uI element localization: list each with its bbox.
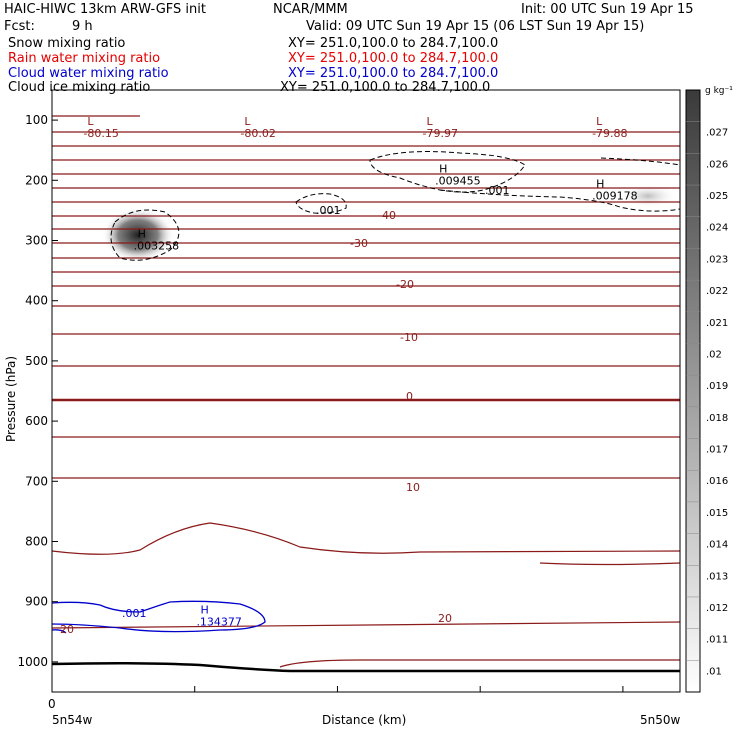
- temperature-labels: -40 -30 -20 -10 0 10 20 20: [60, 209, 452, 636]
- field-cloudwater-xy: XY= 251.0,100.0 to 284.7,100.0: [288, 66, 499, 81]
- colorbar-label: .016: [706, 476, 728, 487]
- colorbar-label: .011: [706, 635, 728, 646]
- x-axis: [194, 686, 624, 692]
- y-tick-label: 300: [25, 234, 48, 248]
- extremum-value: -79.88: [592, 127, 627, 140]
- valid-time: Valid: 09 UTC Sun 19 Apr 15 (06 LST Sun …: [306, 19, 645, 34]
- temp-label: -20: [396, 278, 414, 291]
- field-cloudwater-name: Cloud water mixing ratio: [8, 66, 169, 81]
- x-zero-label: 0: [48, 697, 56, 711]
- extremum-type: L: [596, 115, 603, 128]
- extremum-value: -80.15: [83, 127, 118, 140]
- colorbar-label: .015: [706, 508, 728, 519]
- temp-label: 10: [406, 481, 420, 494]
- extremum-type: H: [138, 227, 146, 240]
- colorbar-label: .013: [706, 571, 728, 582]
- fcst-label: Fcst:: [4, 19, 35, 34]
- extremum-value: .134377: [196, 616, 242, 629]
- colorbar-ticks: .01 .011 .012 .013 .014 .015 .016 .017 .018 .019.…: [686, 121, 728, 677]
- y-axis: 100 200 300 400 500 600 700 800 900 1000: [17, 113, 58, 669]
- y-tick-label: 1000: [17, 655, 48, 669]
- y-tick-label: 900: [25, 595, 48, 609]
- isotherms: [51, 115, 681, 668]
- cloud-label: .001: [122, 607, 147, 620]
- x-start-label: 5n54w: [52, 713, 93, 727]
- model-title: HAIC-HIWC 13km ARW-GFS init: [4, 2, 206, 17]
- temp-label: -10: [400, 331, 418, 344]
- colorbar-label: .026: [706, 159, 728, 170]
- colorbar-label: .025: [706, 191, 728, 202]
- extremum-type: H: [439, 162, 447, 175]
- extremum-type: L: [244, 115, 251, 128]
- temp-label: 20: [438, 612, 452, 625]
- ice-max-blob: [102, 208, 174, 262]
- colorbar-label: .017: [706, 445, 728, 456]
- extremum-value: .009178: [592, 190, 638, 203]
- colorbar-label: .02: [706, 349, 722, 360]
- extremum-value: -80.02: [240, 127, 275, 140]
- extremum-value: .003258: [134, 239, 180, 252]
- field-rain-name: Rain water mixing ratio: [8, 51, 161, 66]
- y-tick-label: 400: [25, 294, 48, 308]
- colorbar-label: .012: [706, 603, 728, 614]
- field-snow-name: Snow mixing ratio: [8, 36, 126, 51]
- colorbar-label: .023: [706, 254, 728, 265]
- colorbar-label: .022: [706, 286, 728, 297]
- y-tick-label: 800: [25, 535, 48, 549]
- y-tick-label: 700: [25, 474, 48, 488]
- fcst-value: 9 h: [72, 19, 93, 34]
- temp-label: 20: [60, 623, 74, 636]
- field-snow-xy: XY= 251.0,100.0 to 284.7,100.0: [288, 36, 499, 51]
- plot-frame: [51, 89, 681, 693]
- extremum-type: L: [427, 115, 434, 128]
- extrema-markers: L-80.15L-80.02L-79.97L-79.88H.009455 H.00…: [83, 115, 637, 629]
- colorbar: [685, 89, 701, 693]
- temp-label: -40: [378, 209, 396, 222]
- x-end-label: 5n50w: [640, 713, 681, 727]
- extremum-type: H: [200, 604, 208, 617]
- colorbar-label: .014: [706, 540, 728, 551]
- terrain-line: [51, 661, 680, 673]
- cloud-label: .001: [485, 184, 510, 197]
- extremum-value: .009455: [435, 174, 481, 187]
- colorbar-label: .027: [706, 128, 728, 139]
- colorbar-label: .021: [706, 318, 728, 329]
- colorbar-label: .01: [706, 666, 722, 677]
- colorbar-unit: g kg⁻¹: [705, 86, 733, 96]
- y-tick-label: 600: [25, 414, 48, 428]
- temp-label: -30: [350, 237, 368, 250]
- colorbar-label: .024: [706, 223, 728, 234]
- extremum-type: H: [596, 178, 604, 191]
- extremum-value: -79.97: [423, 127, 458, 140]
- ice-contours: [110, 151, 681, 261]
- cloud-label: .001: [316, 204, 341, 217]
- extremum-type: L: [87, 115, 94, 128]
- y-axis-title: Pressure (hPa): [4, 356, 18, 442]
- colorbar-label: .019: [706, 381, 728, 392]
- org-label: NCAR/MMM: [273, 2, 348, 17]
- colorbar-label: .018: [706, 413, 728, 424]
- field-cloudice-name: Cloud ice mixing ratio: [8, 80, 151, 95]
- field-cloudice-xy: XY= 251.0,100.0 to 284.7,100.0: [280, 80, 491, 95]
- temp-label: 0: [406, 390, 413, 403]
- field-rain-xy: XY= 251.0,100.0 to 284.7,100.0: [288, 51, 499, 66]
- y-tick-label: 200: [25, 173, 48, 187]
- cloudwater-contours: [51, 600, 266, 634]
- x-axis-title: Distance (km): [322, 713, 406, 727]
- y-tick-label: 500: [25, 354, 48, 368]
- y-tick-label: 100: [25, 113, 48, 127]
- init-time: Init: 00 UTC Sun 19 Apr 15: [521, 2, 694, 17]
